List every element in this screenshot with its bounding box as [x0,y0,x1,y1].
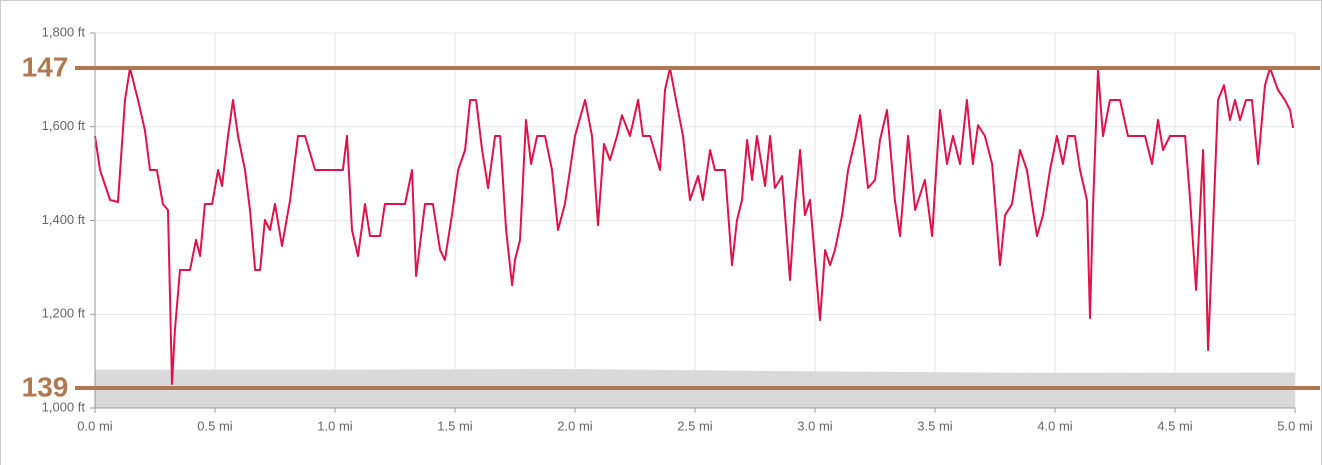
x-tick-label: 2.0 mi [557,418,593,433]
x-tick-label: 5.0 mi [1277,418,1313,433]
y-tick-label: 1,000 ft [42,399,86,414]
y-tick-label: 1,400 ft [42,212,86,227]
reference-label: 139 [22,371,69,402]
reference-label: 147 [22,51,69,82]
x-tick-label: 0.0 mi [77,418,113,433]
x-tick-label: 3.0 mi [797,418,833,433]
x-tick-label: 2.5 mi [677,418,713,433]
x-tick-label: 4.0 mi [1037,418,1073,433]
x-tick-label: 1.0 mi [317,418,353,433]
y-tick-label: 1,200 ft [42,306,86,321]
line [94,67,1295,385]
y-tick-label: 1,800 ft [42,24,86,39]
x-tick-label: 0.5 mi [197,418,233,433]
x-tick-label: 3.5 mi [917,418,953,433]
x-tick-label: 4.5 mi [1157,418,1193,433]
x-tick-label: 1.5 mi [437,418,473,433]
y-tick-label: 1,600 ft [42,118,86,133]
